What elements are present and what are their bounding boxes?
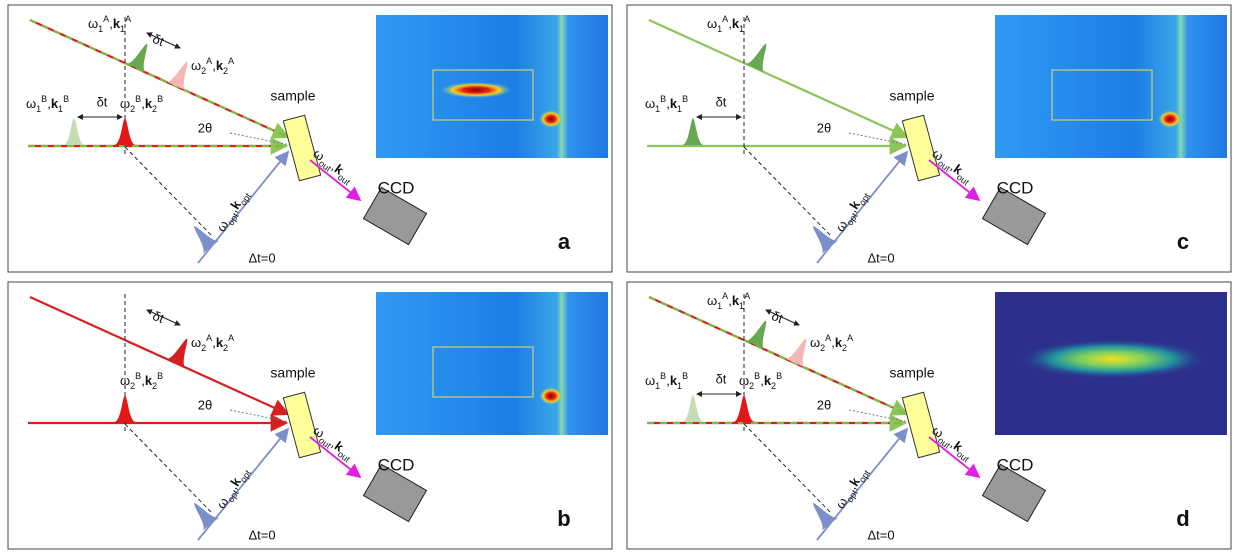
label-dtB: δt: [716, 94, 727, 109]
label-run: B: [682, 371, 688, 381]
label-run: 1: [58, 104, 63, 114]
label-dt0: Δt=0: [867, 527, 894, 542]
label-w2B: ω2B,k2B: [120, 371, 163, 391]
panel-letter: b: [557, 506, 570, 531]
label-run: B: [157, 371, 163, 381]
label-run: 1: [717, 24, 722, 34]
label-w2A: ω2A,k2A: [191, 333, 234, 353]
panel: ω1A,k1Aδtω2A,k2Aω1B,k1Bδtω2B,k2Bsample2θ…: [8, 5, 612, 272]
label-w1A: ω1A,k1A: [88, 14, 131, 34]
label-run: 2: [152, 381, 157, 391]
label-run: 2: [201, 66, 206, 76]
ccd-image: [376, 292, 608, 435]
label-dtB: δt: [716, 371, 727, 386]
label-run: A: [744, 14, 750, 24]
signal-spot: [1018, 339, 1208, 379]
label-run: 2: [223, 343, 228, 353]
noise-spot: [539, 387, 563, 405]
panel: δtω2A,k2Aω2B,k2Bsample2θωopt,koptωout,ko…: [8, 282, 612, 549]
ccd-image: [995, 15, 1227, 158]
label-run: ω: [707, 293, 717, 308]
label-run: B: [776, 371, 782, 381]
label-w1A: ω1A,k1A: [707, 14, 750, 34]
label-sample: sample: [889, 88, 934, 104]
label-run: 2: [223, 66, 228, 76]
label-run: ω: [88, 16, 98, 31]
label-run: 1: [677, 104, 682, 114]
label-run: ω: [120, 373, 130, 388]
noise-spot: [539, 110, 563, 128]
label-run: ω: [739, 373, 749, 388]
label-theta: 2θ: [817, 120, 831, 135]
label-run: A: [125, 14, 131, 24]
label-run: 1: [98, 24, 103, 34]
label-run: 2: [771, 381, 776, 391]
label-run: 1: [717, 301, 722, 311]
label-run: A: [228, 333, 234, 343]
label-run: ω: [645, 96, 655, 111]
label-run: 2: [842, 343, 847, 353]
label-run: B: [157, 94, 163, 104]
label-run: B: [682, 94, 688, 104]
label-dt0: Δt=0: [248, 527, 275, 542]
label-dtB: δt: [97, 94, 108, 109]
label-ccd: CCD: [997, 178, 1034, 197]
label-w2A: ω2A,k2A: [810, 333, 853, 353]
label-w1B: ω1B,k1B: [645, 94, 688, 114]
label-run: ω: [645, 373, 655, 388]
label-run: 2: [749, 381, 754, 391]
noise-spot: [1158, 110, 1182, 128]
label-w2B: ω2B,k2B: [739, 371, 782, 391]
label-dt0: Δt=0: [867, 250, 894, 265]
label-run: A: [744, 291, 750, 301]
label-run: ω: [191, 58, 201, 73]
label-w1A: ω1A,k1A: [707, 291, 750, 311]
label-run: 1: [120, 24, 125, 34]
label-w1B: ω1B,k1B: [26, 94, 69, 114]
panel: ω1A,k1Aω1B,k1Bδtsample2θωopt,koptωout,ko…: [627, 5, 1231, 272]
label-ccd: CCD: [997, 455, 1034, 474]
label-run: ω: [810, 335, 820, 350]
label-run: ω: [191, 335, 201, 350]
label-run: 2: [820, 343, 825, 353]
label-run: 1: [739, 301, 744, 311]
label-run: ω: [120, 96, 130, 111]
label-theta: 2θ: [198, 397, 212, 412]
label-w1B: ω1B,k1B: [645, 371, 688, 391]
label-theta: 2θ: [817, 397, 831, 412]
label-run: 2: [130, 104, 135, 114]
label-run: 1: [677, 381, 682, 391]
label-run: 2: [152, 104, 157, 114]
label-run: A: [228, 56, 234, 66]
label-dt0: Δt=0: [248, 250, 275, 265]
label-w2B: ω2B,k2B: [120, 94, 163, 114]
label-sample: sample: [270, 88, 315, 104]
label-run: ω: [707, 16, 717, 31]
label-run: 2: [130, 381, 135, 391]
label-run: 1: [36, 104, 41, 114]
label-sample: sample: [889, 365, 934, 381]
panel-letter: c: [1177, 229, 1189, 254]
label-ccd: CCD: [378, 455, 415, 474]
label-ccd: CCD: [378, 178, 415, 197]
figure: ω1A,k1A δt ω2A,k2A ω1B,k1B δt ω2B,k2B sample 2θ…: [0, 0, 1238, 555]
label-theta: 2θ: [198, 120, 212, 135]
signal-spot: [440, 82, 512, 98]
label-run: 1: [655, 104, 660, 114]
panel-letter: a: [558, 229, 571, 254]
label-run: 1: [739, 24, 744, 34]
label-run: A: [847, 333, 853, 343]
label-run: B: [63, 94, 69, 104]
panel-letter: d: [1176, 506, 1189, 531]
label-sample: sample: [270, 365, 315, 381]
label-w2A: ω2A,k2A: [191, 56, 234, 76]
label-run: ω: [26, 96, 36, 111]
label-run: 2: [201, 343, 206, 353]
label-run: 1: [655, 381, 660, 391]
